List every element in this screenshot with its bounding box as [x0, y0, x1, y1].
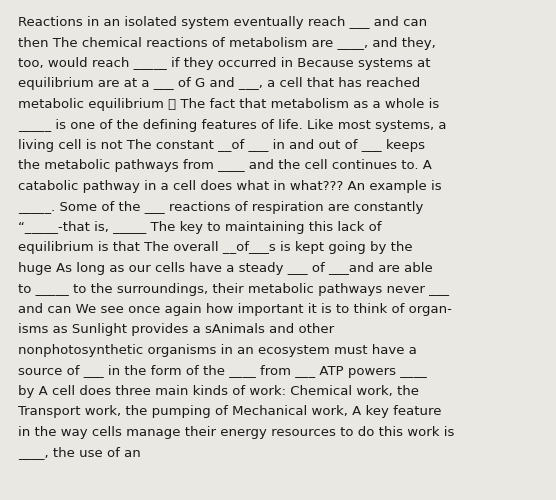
Text: too, would reach _____ if they occurred in Because systems at: too, would reach _____ if they occurred …	[18, 57, 430, 70]
Text: _____ is one of the defining features of life. Like most systems, a: _____ is one of the defining features of…	[18, 118, 446, 132]
Text: living cell is not The constant __of ___ in and out of ___ keeps: living cell is not The constant __of ___…	[18, 139, 425, 152]
Text: catabolic pathway in a cell does what in what??? An example is: catabolic pathway in a cell does what in…	[18, 180, 441, 193]
Text: to _____ to the surroundings, their metabolic pathways never ___: to _____ to the surroundings, their meta…	[18, 282, 449, 296]
Text: huge As long as our cells have a steady ___ of ___and are able: huge As long as our cells have a steady …	[18, 262, 433, 275]
Text: source of ___ in the form of the ____ from ___ ATP powers ____: source of ___ in the form of the ____ fr…	[18, 364, 427, 378]
Text: equilibrium are at a ___ of G and ___, a cell that has reached: equilibrium are at a ___ of G and ___, a…	[18, 78, 420, 90]
Text: Transport work, the pumping of Mechanical work, A key feature: Transport work, the pumping of Mechanica…	[18, 406, 441, 418]
Text: Reactions in an isolated system eventually reach ___ and can: Reactions in an isolated system eventual…	[18, 16, 427, 29]
Text: in the way cells manage their energy resources to do this work is: in the way cells manage their energy res…	[18, 426, 454, 439]
Text: “_____-that is, _____ The key to maintaining this lack of: “_____-that is, _____ The key to maintai…	[18, 221, 381, 234]
Text: the metabolic pathways from ____ and the cell continues to. A: the metabolic pathways from ____ and the…	[18, 160, 432, 172]
Text: _____. Some of the ___ reactions of respiration are constantly: _____. Some of the ___ reactions of resp…	[18, 200, 423, 213]
Text: and can We see once again how important it is to think of organ-: and can We see once again how important …	[18, 303, 452, 316]
Text: metabolic equilibrium ⭐ The fact that metabolism as a whole is: metabolic equilibrium ⭐ The fact that me…	[18, 98, 439, 111]
Text: isms as Sunlight provides a sAnimals and other: isms as Sunlight provides a sAnimals and…	[18, 324, 334, 336]
Text: then The chemical reactions of metabolism are ____, and they,: then The chemical reactions of metabolis…	[18, 36, 436, 50]
Text: by A cell does three main kinds of work: Chemical work, the: by A cell does three main kinds of work:…	[18, 385, 419, 398]
Text: ____, the use of an: ____, the use of an	[18, 446, 141, 460]
Text: nonphotosynthetic organisms in an ecosystem must have a: nonphotosynthetic organisms in an ecosys…	[18, 344, 417, 357]
Text: equilibrium is that The overall __of___s is kept going by the: equilibrium is that The overall __of___s…	[18, 242, 413, 254]
